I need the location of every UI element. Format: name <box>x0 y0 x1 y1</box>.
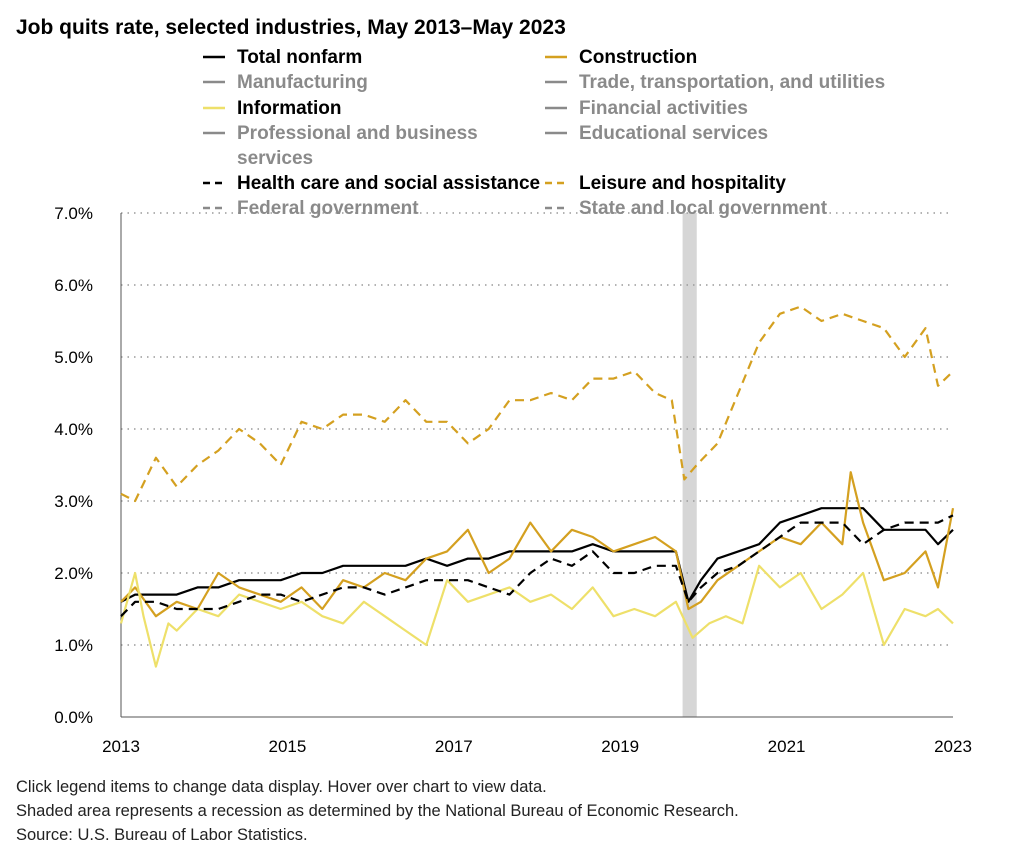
legend-label: Health care and social assistance <box>237 173 540 194</box>
footnote-source: Source: U.S. Bureau of Labor Statistics. <box>16 826 308 844</box>
y-tick-label: 5.0% <box>54 348 93 367</box>
legend-label: Educational services <box>579 123 768 144</box>
recession-band <box>682 213 697 717</box>
legend-label: State and local government <box>579 198 828 219</box>
plot-area[interactable]: 0.0%1.0%2.0%3.0%4.0%5.0%6.0%7.0% 2013 201… <box>54 204 972 756</box>
legend-label: Financial activities <box>579 98 748 119</box>
x-tick-label: 2019 <box>601 737 639 756</box>
x-tick-label: 2013 <box>102 737 140 756</box>
legend-item-educational-services[interactable]: Educational services <box>545 123 768 144</box>
y-tick-label: 7.0% <box>54 204 93 223</box>
legend-item-construction[interactable]: Construction <box>545 47 697 68</box>
series-line-construction[interactable] <box>120 471 955 618</box>
legend-item-trade-transportation-and-utilities[interactable]: Trade, transportation, and utilities <box>545 72 885 93</box>
x-tick-label: 2017 <box>435 737 473 756</box>
legend-item-federal-government[interactable]: Federal government <box>203 198 419 219</box>
x-tick-label: 2021 <box>768 737 806 756</box>
series-line-leisure-and-hospitality[interactable] <box>120 305 954 503</box>
y-tick-label: 6.0% <box>54 276 93 295</box>
legend-item-information[interactable]: Information <box>203 98 342 119</box>
y-axis-ticks: 0.0% 1.0% 2.0% 3.0% 4.0% 5.0% 6.0% 7.0% <box>54 204 93 727</box>
x-tick-label: 2023 <box>934 737 972 756</box>
legend-item-health-care-and-social-assistance[interactable]: Health care and social assistance <box>203 173 540 194</box>
legend-label: Federal government <box>237 198 419 219</box>
legend-label: Leisure and hospitality <box>579 173 786 194</box>
legend-label: Total nonfarm <box>237 47 362 68</box>
legend-label: Construction <box>579 47 697 68</box>
footnote-legend-hint: Click legend items to change data displa… <box>16 778 547 796</box>
legend-item-leisure-and-hospitality[interactable]: Leisure and hospitality <box>545 173 786 194</box>
legend-label: Professional and business <box>237 123 478 144</box>
legend-label: Manufacturing <box>237 72 368 93</box>
y-tick-label: 2.0% <box>54 564 93 583</box>
footnote-recession: Shaded area represents a recession as de… <box>16 802 739 820</box>
chart-title: Job quits rate, selected industries, May… <box>16 16 566 39</box>
legend-label-continued: services <box>237 148 313 169</box>
legend-item-financial-activities[interactable]: Financial activities <box>545 98 748 119</box>
legend-item-manufacturing[interactable]: Manufacturing <box>203 72 368 93</box>
legend-item-total-nonfarm[interactable]: Total nonfarm <box>203 47 362 68</box>
legend-label: Information <box>237 98 342 119</box>
series-line-health-care-and-social-assistance[interactable] <box>120 514 954 617</box>
gridlines <box>121 212 953 646</box>
series-line-total-nonfarm[interactable] <box>120 507 954 603</box>
legend[interactable]: Total nonfarm Construction Manufacturing Tr… <box>203 47 885 219</box>
x-axis-ticks: 2013 2015 2017 2019 2021 2023 <box>102 737 972 756</box>
legend-item-professional-and-business[interactable]: Professional and business services <box>203 123 478 169</box>
legend-item-state-and-local-government[interactable]: State and local government <box>545 198 828 219</box>
y-tick-label: 1.0% <box>54 636 93 655</box>
y-tick-label: 4.0% <box>54 420 93 439</box>
series-lines[interactable] <box>119 305 955 668</box>
x-tick-label: 2015 <box>268 737 306 756</box>
y-tick-label: 0.0% <box>54 708 93 727</box>
legend-label: Trade, transportation, and utilities <box>579 72 885 93</box>
series-line-information[interactable] <box>119 564 954 668</box>
y-tick-label: 3.0% <box>54 492 93 511</box>
